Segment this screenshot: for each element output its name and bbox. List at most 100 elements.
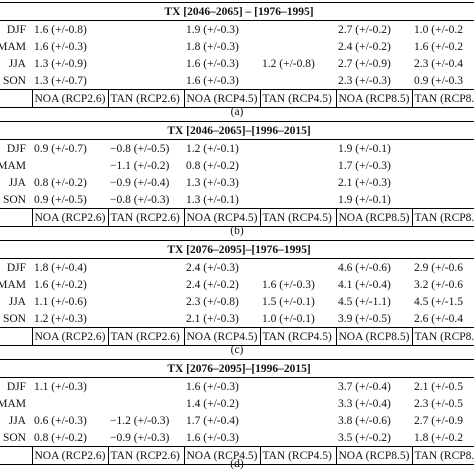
- cell: 1.3 (+/-0.7): [34, 74, 87, 87]
- cell: 4.5 (+/-1.1): [338, 295, 391, 308]
- season-label: SON: [2, 193, 26, 206]
- season-label: DJF: [6, 142, 26, 155]
- cell: 2.1 (+/-0.3): [338, 176, 391, 189]
- footer-cell: NOA (RCP2.6): [31, 327, 108, 346]
- season-label: JJA: [8, 414, 26, 427]
- cell: 1.2 (+/-0.1): [186, 142, 239, 155]
- season-label: MAM: [0, 397, 26, 410]
- table-footer-row: NOA (RCP2.6) TAN (RCP2.6) NOA (RCP4.5) T…: [0, 89, 474, 108]
- table-title: TX [2046–2065]–[1996–2015]: [0, 121, 474, 140]
- cell: 0.6 (+/-0.3): [34, 414, 87, 427]
- cell: 2.4 (+/-0.2): [186, 278, 239, 291]
- cell: [260, 140, 336, 158]
- footer-cell: NOA (RCP8.5): [335, 327, 412, 346]
- cell: [32, 157, 108, 174]
- cell: [260, 72, 336, 90]
- cell: 1.6 (+/-0.8): [34, 23, 87, 36]
- cell: [412, 191, 474, 209]
- table-footer-row: NOA (RCP2.6) TAN (RCP2.6) NOA (RCP4.5) T…: [0, 327, 474, 346]
- table-c: TX [2076–2095]–[1976–1995] DJF 1.8 (+/-0…: [0, 240, 474, 346]
- cell: −0.9 (+/-0.4): [110, 176, 170, 189]
- cell: [412, 140, 474, 158]
- cell: 1.5 (+/-0.1): [262, 295, 315, 308]
- cell: 1.6 (+/-0.2: [414, 40, 463, 53]
- cell: 2.1 (+/-0.3): [186, 312, 239, 325]
- cell: 2.7 (+/-0.9: [414, 414, 463, 427]
- footer-cell: TAN (RCP2.6): [107, 327, 184, 346]
- footer-cell: TAN (RCP8.5: [411, 446, 474, 465]
- cell: 2.7 (+/-0.9): [338, 57, 391, 70]
- cell: 1.7 (+/-0.3): [338, 159, 391, 172]
- cell: 3.3 (+/-0.4): [338, 397, 391, 410]
- footer-cell: TAN (RCP8.5: [411, 327, 474, 346]
- footer-cell: NOA (RCP8.5): [335, 208, 412, 227]
- table-row: DJF 1.6 (+/-0.8) 1.9 (+/-0.3) 2.7 (+/-0.…: [0, 21, 474, 39]
- table-b: TX [2046–2065]–[1996–2015] DJF 0.9 (+/-0…: [0, 121, 474, 227]
- cell: 1.0 (+/-0.2: [414, 23, 463, 36]
- cell: 1.9 (+/-0.1): [338, 193, 391, 206]
- cell: 3.9 (+/-0.5): [338, 312, 391, 325]
- cell: 2.3 (+/-0.8): [186, 295, 239, 308]
- cell: 4.1 (+/-0.4): [338, 278, 391, 291]
- table-row: MAM −1.1 (+/-0.2) 0.8 (+/-0.2) 1.7 (+/-0…: [0, 157, 474, 174]
- cell: 3.2 (+/-0.6: [414, 278, 463, 291]
- cell: [108, 378, 184, 396]
- cell: [108, 395, 184, 412]
- cell: 1.6 (+/-0.2): [34, 278, 87, 291]
- cell: 1.2 (+/-0.3): [34, 312, 87, 325]
- cell: 2.6 (+/-0.4: [414, 312, 463, 325]
- cell: 0.8 (+/-0.2): [34, 431, 87, 444]
- cell: 1.9 (+/-0.3): [186, 23, 239, 36]
- footer-cell: NOA (RCP4.5): [183, 89, 260, 108]
- cell: [260, 38, 336, 55]
- cell: [108, 259, 184, 277]
- season-label: DJF: [6, 23, 26, 36]
- cell: [32, 395, 108, 412]
- cell: [260, 21, 336, 39]
- cell: 1.3 (+/-0.1): [186, 193, 239, 206]
- table-title: TX [2076–2095]–[1996–2015]: [0, 359, 474, 378]
- cell: [260, 395, 336, 412]
- table-row: SON 0.9 (+/-0.5) −0.8 (+/-0.3) 1.3 (+/-0…: [0, 191, 474, 209]
- cell: 1.6 (+/-0.3): [34, 40, 87, 53]
- cell: −0.8 (+/-0.3): [110, 193, 170, 206]
- footer-cell: TAN (RCP2.6): [107, 89, 184, 108]
- cell: 0.9 (+/-0.5): [34, 193, 87, 206]
- cell: [260, 174, 336, 191]
- table-row: MAM 1.6 (+/-0.3) 1.8 (+/-0.3) 2.4 (+/-0.…: [0, 38, 474, 55]
- cell: [108, 55, 184, 72]
- season-label: SON: [2, 431, 26, 444]
- cell: [108, 72, 184, 90]
- cell: 0.9 (+/-0.7): [34, 142, 87, 155]
- table-footer-row: NOA (RCP2.6) TAN (RCP2.6) NOA (RCP4.5) T…: [0, 208, 474, 227]
- cell: [108, 38, 184, 55]
- caption-b: (b): [230, 225, 244, 237]
- cell: 2.4 (+/-0.2): [338, 40, 391, 53]
- cell: 1.8 (+/-0.4): [34, 261, 87, 274]
- season-label: MAM: [0, 278, 26, 291]
- cell: 1.0 (+/-0.1): [262, 312, 315, 325]
- cell: 4.6 (+/-0.6): [338, 261, 391, 274]
- cell: 1.3 (+/-0.9): [34, 57, 87, 70]
- footer-cell: NOA (RCP4.5): [183, 208, 260, 227]
- cell: 1.6 (+/-0.3): [262, 278, 315, 291]
- cell: −1.2 (+/-0.3): [110, 414, 170, 427]
- cell: 0.9 (+/-0.3: [414, 74, 463, 87]
- footer-cell: NOA (RCP4.5): [183, 446, 260, 465]
- cell: [260, 429, 336, 447]
- footer-cell: TAN (RCP4.5): [259, 208, 336, 227]
- footer-cell: TAN (RCP4.5): [259, 89, 336, 108]
- table-a: TX [2046–2065] – [1976–1995] DJF 1.6 (+/…: [0, 2, 474, 108]
- cell: 1.3 (+/-0.3): [186, 176, 239, 189]
- table-row: JJA 0.6 (+/-0.3) −1.2 (+/-0.3) 1.7 (+/-0…: [0, 412, 474, 429]
- cell: [260, 157, 336, 174]
- table-row: MAM 1.6 (+/-0.2) 2.4 (+/-0.2) 1.6 (+/-0.…: [0, 276, 474, 293]
- cell: 3.7 (+/-0.4): [338, 380, 391, 393]
- cell: 2.9 (+/-0.6: [414, 261, 463, 274]
- footer-cell: TAN (RCP4.5): [259, 446, 336, 465]
- footer-cell: NOA (RCP2.6): [31, 446, 108, 465]
- cell: 1.7 (+/-0.4): [186, 414, 239, 427]
- cell: [412, 157, 474, 174]
- table-row: JJA 1.3 (+/-0.9) 1.6 (+/-0.3) 1.2 (+/-0.…: [0, 55, 474, 72]
